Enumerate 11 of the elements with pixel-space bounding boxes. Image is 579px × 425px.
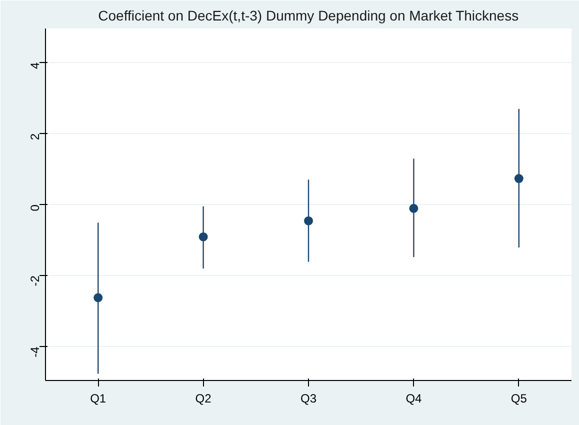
y-tick-label: 4 <box>28 62 42 69</box>
x-tick-label: Q2 <box>195 392 212 406</box>
x-tick-label: Q1 <box>90 392 106 406</box>
x-tick-label: Q5 <box>510 392 528 406</box>
y-tick-label: -4 <box>28 346 42 358</box>
y-tick-label: 0 <box>28 204 42 212</box>
x-tick-label: Q4 <box>406 392 422 406</box>
y-tick-label: 2 <box>28 133 42 140</box>
chart-title: Coefficient on DecEx(t,t-3) Dummy Depending on Market Thickness <box>98 8 519 24</box>
y-tick-label: -2 <box>28 275 42 286</box>
x-tick-label: Q3 <box>300 392 317 406</box>
